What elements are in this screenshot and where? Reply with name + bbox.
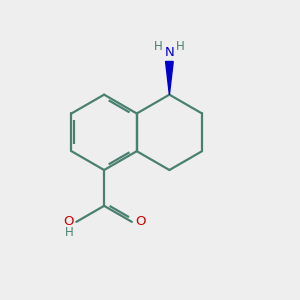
Text: O: O	[64, 215, 74, 228]
Text: H: H	[65, 226, 74, 239]
Text: N: N	[164, 46, 174, 59]
Text: O: O	[136, 215, 146, 228]
Text: H: H	[176, 40, 185, 53]
Polygon shape	[166, 61, 173, 94]
Text: H: H	[154, 40, 163, 53]
